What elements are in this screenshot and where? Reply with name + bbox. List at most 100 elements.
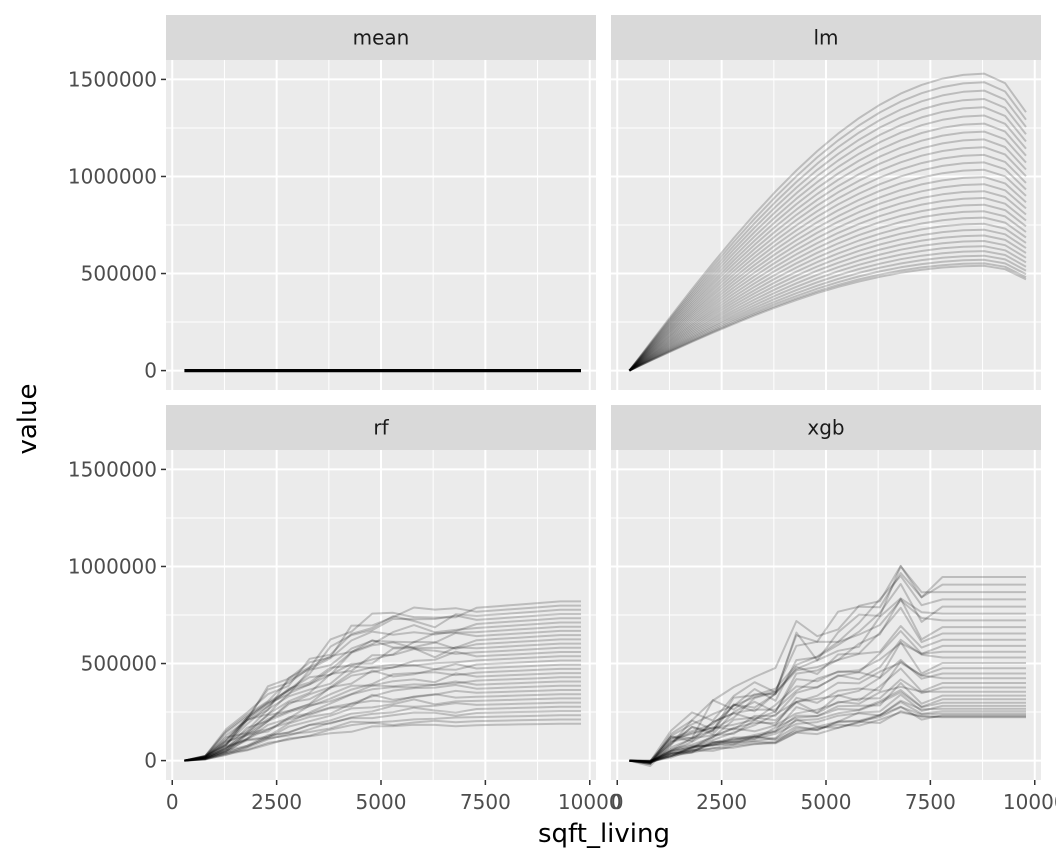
series-line-lm-3 [628,258,1027,372]
series-line-lm-25 [628,114,1027,372]
strip-xgb [611,405,1041,450]
series-line-xgb-3 [629,705,1026,762]
x-tick-label: 2500 [696,790,747,814]
series-line-lm-21 [628,146,1027,372]
series-line-xgb-12 [629,678,1026,763]
series-line-xgb-21 [629,625,1026,763]
series-line-xgb-4 [629,706,1026,762]
series-line-xgb-10 [629,682,1026,764]
series-line-xgb-28 [629,565,1026,763]
series-line-lm-23 [628,130,1027,372]
x-tick-label: 7500 [460,790,511,814]
panel-mean: mean 0 500000 1000000 1500000 [68,15,596,390]
series-line-lm-27 [628,98,1027,372]
x-tick-label: 5000 [801,790,852,814]
series-line-rf-8 [184,693,581,762]
series-line-lm-8 [628,234,1027,372]
series-line-lm-11 [628,216,1027,372]
series-line-xgb-30 [629,564,1026,767]
series-line-lm-4 [628,254,1027,372]
strip-label-mean: mean [353,26,410,50]
x-tick-label: 5000 [356,790,407,814]
series-line-rf-9 [184,689,581,762]
series-line-rf-20 [184,642,581,762]
y-axis-title: value [13,383,43,454]
series-line-rf-14 [184,667,581,762]
x-tick-label: 7500 [905,790,956,814]
series-line-xgb-29 [629,572,1026,763]
series-line-rf-19 [184,646,581,762]
strip-rf [166,405,596,450]
y-tick-label: 0 [144,749,157,773]
series-line-rf-11 [184,680,581,762]
series-line-lm-9 [628,228,1027,372]
series-line-rf-18 [184,650,581,762]
series-line-lm-7 [628,240,1027,372]
series-line-rf-2 [184,718,581,762]
series-line-lm-26 [628,106,1027,372]
strip-label-xgb: xgb [807,416,844,440]
series-line-lm-22 [628,138,1027,372]
x-tick-label: 2500 [251,790,302,814]
series-line-lm-12 [628,210,1027,372]
series-line-xgb-25 [629,597,1026,766]
series-line-rf-24 [184,625,581,762]
panel-rf: rf 0 500000 1000000 1500000 0 2500 5000 7500 1000… [68,405,622,814]
series-line-rf-15 [184,663,581,762]
series-line-rf-13 [184,672,581,762]
series-line-xgb-7 [629,693,1026,763]
series-line-xgb-18 [629,638,1026,764]
series-line-xgb-17 [629,641,1026,764]
y-tick-label: 500000 [81,652,157,676]
series-line-lm-20 [628,153,1027,372]
series-line-lm-30 [628,72,1027,372]
series-line-xgb-16 [629,661,1026,763]
strip-label-lm: lm [813,26,838,50]
series-line-xgb-19 [629,642,1026,764]
series-line-rf-10 [184,684,581,762]
y-tick-label: 0 [144,359,157,383]
series-line-xgb-22 [629,606,1026,764]
series-line-rf-4 [184,710,581,762]
series-line-rf-26 [184,617,581,762]
series-line-rf-30 [184,600,581,762]
series-line-lm-2 [628,262,1027,372]
series-line-xgb-5 [629,701,1026,763]
series-line-xgb-1 [629,710,1026,763]
panel-xgb: xgb 0 2500 5000 7500 10000 [611,405,1056,814]
series-line-lm-19 [628,161,1027,372]
series-line-xgb-14 [629,660,1026,764]
series-line-rf-3 [184,714,581,762]
series-line-lm-17 [628,176,1027,372]
series-line-lm-6 [628,245,1027,372]
series-line-xgb-20 [629,630,1026,766]
series-line-lm-1 [628,264,1027,372]
series-line-lm-18 [628,168,1027,372]
series-line-lm-5 [628,250,1027,372]
series-line-xgb-9 [629,689,1026,764]
series-line-xgb-26 [629,583,1026,763]
y-tick-label: 1500000 [68,457,157,481]
series-line-rf-6 [184,701,581,762]
strip-lm [611,15,1041,60]
x-tick-label: 10000 [558,790,622,814]
series-line-lm-10 [628,222,1027,372]
series-line-rf-25 [184,621,581,762]
series-line-lm-14 [628,197,1027,372]
series-line-rf-12 [184,676,581,762]
series-line-rf-1 [184,722,581,762]
series-line-lm-16 [628,183,1027,372]
y-tick-label: 1000000 [68,554,157,578]
y-tick-label: 1000000 [68,164,157,188]
series-line-lm-13 [628,203,1027,372]
x-tick-label: 0 [611,790,624,814]
series-line-rf-5 [184,705,581,762]
series-line-xgb-23 [629,597,1026,763]
series-line-rf-29 [184,604,581,762]
panel-lm: lm [611,15,1041,390]
series-line-rf-17 [184,655,581,762]
series-line-xgb-2 [629,711,1026,762]
series-line-lm-28 [628,89,1027,372]
series-line-xgb-6 [629,699,1026,763]
